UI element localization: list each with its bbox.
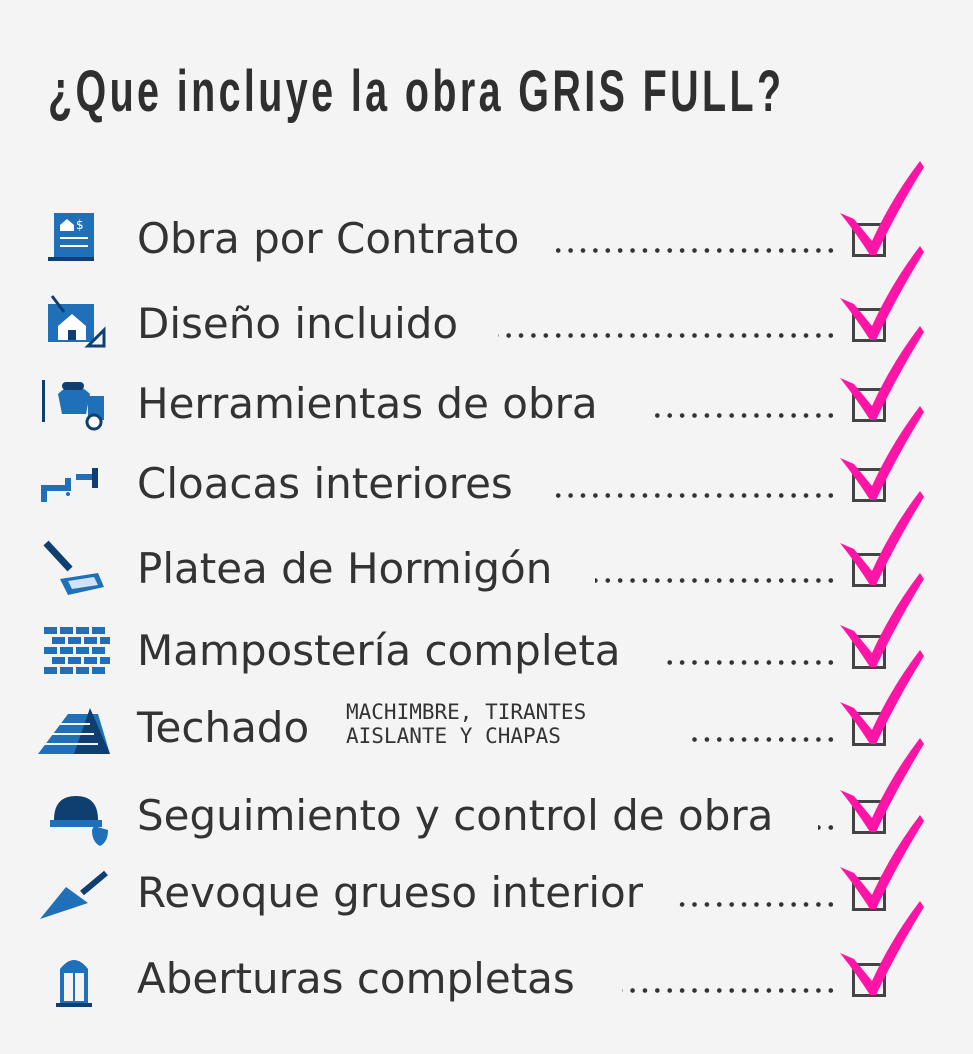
brick-wall-icon — [44, 627, 110, 674]
trowel-icon — [40, 870, 108, 919]
dot-leader — [552, 248, 837, 253]
checkbox[interactable] — [852, 635, 886, 669]
list-item: Aberturas completas — [0, 901, 973, 1013]
list-item: Diseño incluido — [0, 246, 973, 358]
checkbox[interactable] — [852, 877, 886, 911]
checkbox[interactable] — [852, 553, 886, 587]
window-icon — [56, 960, 92, 1007]
checkmark-icon — [840, 815, 924, 909]
checkmark-icon — [840, 650, 924, 744]
dot-leader — [678, 902, 837, 907]
dot-leader — [498, 333, 837, 338]
checkbox[interactable] — [852, 388, 886, 422]
roof-tiles-icon — [38, 708, 110, 754]
item-label: Platea de Hormigón — [137, 544, 553, 593]
list-item: Herramientas de obra — [0, 326, 973, 438]
checkbox[interactable] — [852, 963, 886, 997]
item-label: Aberturas completas — [137, 954, 575, 1003]
checkbox[interactable] — [852, 223, 886, 257]
concrete-pour-icon — [43, 540, 104, 595]
page-title: ¿Que incluye la obra GRIS FULL? — [48, 59, 785, 124]
checkmark-icon — [840, 246, 924, 340]
item-label: Obra por Contrato — [137, 214, 520, 263]
checkbox[interactable] — [852, 308, 886, 342]
item-subtitle: MACHIMBRE, TIRANTES AISLANTE Y CHAPAS — [346, 700, 586, 748]
list-item: Platea de Hormigón — [0, 491, 973, 603]
pipes-icon — [41, 468, 98, 502]
list-item: Seguimiento y control de obra — [0, 738, 973, 850]
house-blueprint-icon — [48, 295, 106, 348]
svg-text:$: $ — [76, 218, 84, 232]
item-label: Mampostería completa — [137, 626, 621, 675]
contract-document-icon: $ — [48, 213, 94, 261]
item-label: Seguimiento y control de obra — [137, 791, 774, 840]
checkmark-icon — [840, 406, 924, 500]
checkmark-icon — [840, 738, 924, 832]
checkbox[interactable] — [852, 800, 886, 834]
dot-leader — [692, 737, 837, 742]
dot-leader — [818, 825, 837, 830]
hardhat-shield-icon — [50, 796, 108, 846]
concrete-mixer-icon — [42, 380, 104, 431]
item-label: Cloacas interiores — [137, 459, 513, 508]
dot-leader — [650, 413, 837, 418]
list-item: $ Obra por Contrato — [0, 161, 973, 273]
dot-leader — [622, 988, 837, 993]
checkmark-icon — [840, 901, 924, 995]
dot-leader — [555, 493, 837, 498]
item-label: Diseño incluido — [137, 299, 459, 348]
list-item: Techado MACHIMBRE, TIRANTES AISLANTE Y CH… — [0, 650, 973, 762]
item-label: Techado — [137, 703, 310, 752]
checkbox[interactable] — [852, 712, 886, 746]
dot-leader — [665, 660, 837, 665]
item-label: Herramientas de obra — [137, 379, 598, 428]
subtitle-line: AISLANTE Y CHAPAS — [346, 724, 561, 748]
checkbox[interactable] — [852, 468, 886, 502]
list-item: Mampostería completa — [0, 573, 973, 685]
checkmark-icon — [840, 161, 924, 255]
checkmark-icon — [840, 573, 924, 667]
item-label: Revoque grueso interior — [137, 868, 643, 917]
checkmark-icon — [840, 326, 924, 420]
list-item: Revoque grueso interior — [0, 815, 973, 927]
checkmark-icon — [840, 491, 924, 585]
list-item: Cloacas interiores — [0, 406, 973, 518]
dot-leader — [595, 578, 837, 583]
subtitle-line: MACHIMBRE, TIRANTES — [346, 700, 587, 724]
